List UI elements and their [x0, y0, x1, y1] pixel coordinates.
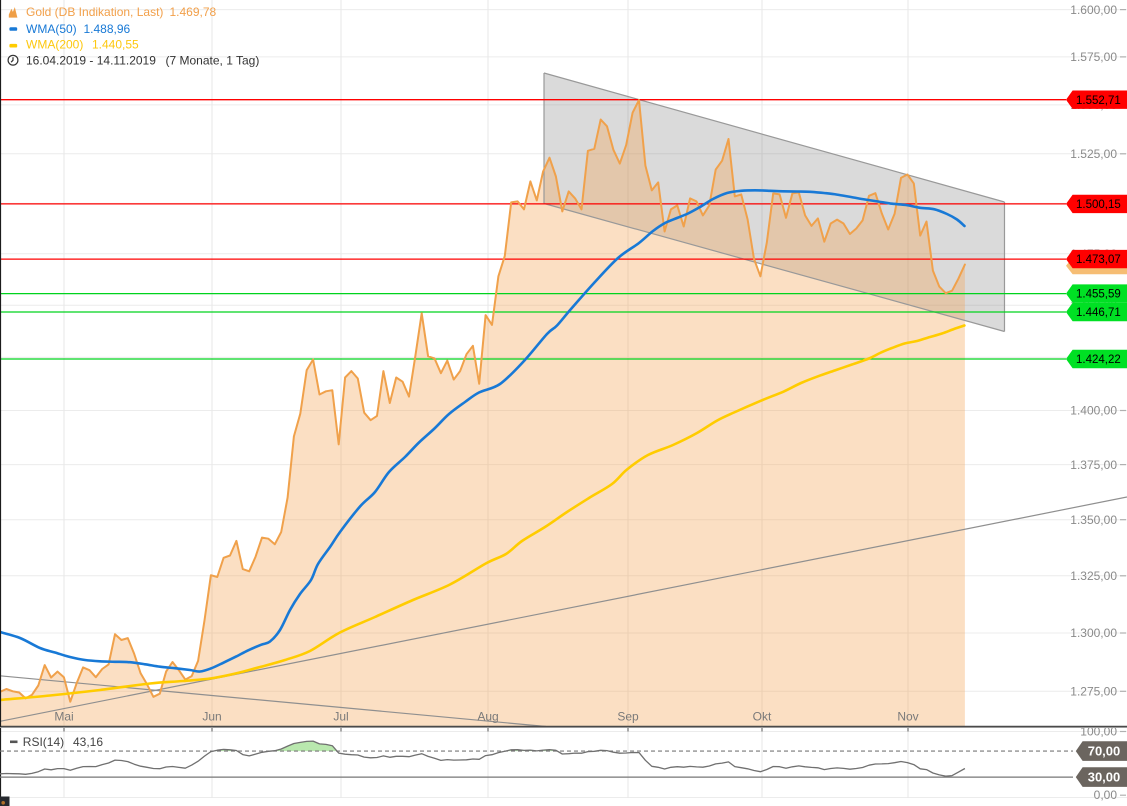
svg-text:0,00: 0,00: [1094, 788, 1118, 802]
svg-text:(7 Monate, 1 Tag): (7 Monate, 1 Tag): [166, 53, 260, 67]
svg-text:1.325,00: 1.325,00: [1070, 569, 1117, 583]
svg-text:Okt: Okt: [753, 710, 772, 724]
svg-text:1.552,71: 1.552,71: [1076, 95, 1121, 107]
svg-text:43,16: 43,16: [73, 735, 103, 749]
svg-text:1.525,00: 1.525,00: [1070, 147, 1117, 161]
svg-text:Jul: Jul: [333, 710, 348, 724]
svg-text:1.488,96: 1.488,96: [84, 22, 131, 36]
svg-text:1.275,00: 1.275,00: [1070, 685, 1117, 699]
svg-text:Gold (DB Indikation, Last): Gold (DB Indikation, Last): [26, 5, 163, 19]
svg-text:1.440,55: 1.440,55: [92, 37, 139, 51]
svg-text:1.473,07: 1.473,07: [1076, 254, 1121, 266]
svg-text:Sep: Sep: [617, 710, 639, 724]
svg-text:70,00: 70,00: [1088, 744, 1121, 759]
svg-text:WMA(50): WMA(50): [26, 22, 77, 36]
svg-text:1.424,22: 1.424,22: [1076, 354, 1121, 366]
svg-text:1.469,78: 1.469,78: [170, 5, 217, 19]
svg-text:1.600,00: 1.600,00: [1070, 3, 1117, 17]
svg-text:16.04.2019 - 14.11.2019: 16.04.2019 - 14.11.2019: [26, 53, 156, 67]
svg-text:RSI(14): RSI(14): [23, 735, 64, 749]
svg-text:1.350,00: 1.350,00: [1070, 513, 1117, 527]
svg-text:1.455,59: 1.455,59: [1076, 289, 1121, 301]
svg-text:Aug: Aug: [477, 710, 498, 724]
svg-text:Mai: Mai: [54, 710, 73, 724]
svg-text:1.500,15: 1.500,15: [1076, 199, 1121, 211]
svg-text:Jun: Jun: [202, 710, 221, 724]
svg-text:1.400,00: 1.400,00: [1070, 404, 1117, 418]
svg-text:1.446,71: 1.446,71: [1076, 307, 1121, 319]
svg-text:Nov: Nov: [897, 710, 918, 724]
svg-text:1.300,00: 1.300,00: [1070, 626, 1117, 640]
svg-text:30,00: 30,00: [1088, 770, 1121, 785]
svg-text:1.575,00: 1.575,00: [1070, 50, 1117, 64]
svg-text:WMA(200): WMA(200): [26, 37, 83, 51]
svg-text:1.375,00: 1.375,00: [1070, 458, 1117, 472]
